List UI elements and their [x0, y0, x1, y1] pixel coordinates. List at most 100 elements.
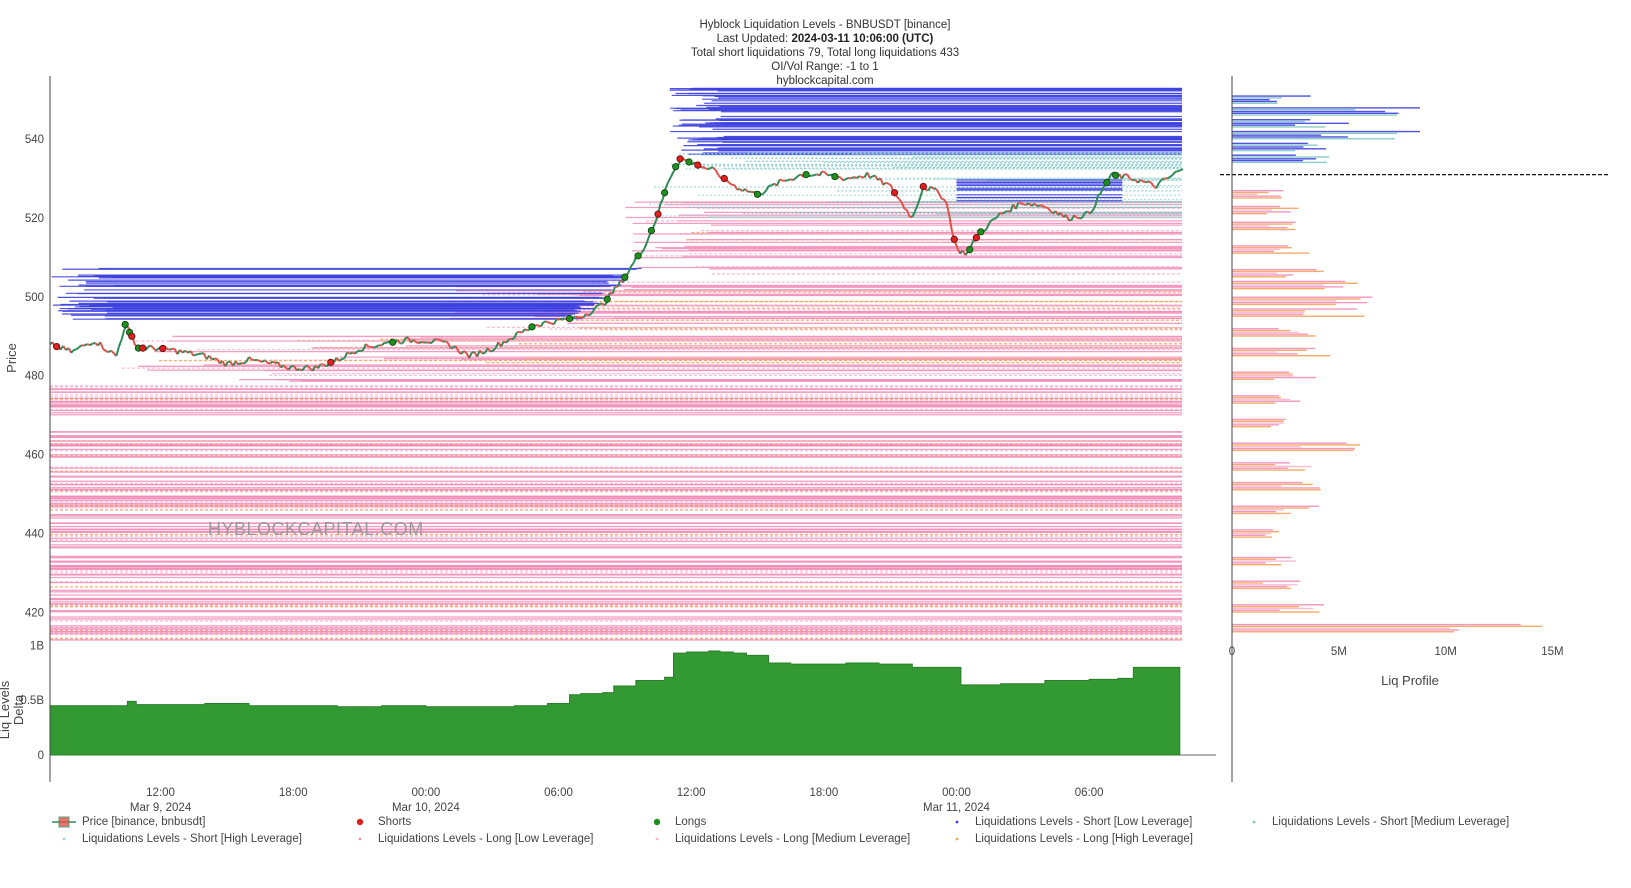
profile-x-tick-label: 10M	[1434, 646, 1456, 658]
liq-profile-bar	[1232, 126, 1326, 128]
last-updated-value: 2024-03-11 10:06:00 (UTC)	[791, 33, 934, 45]
liq-profile-bar	[1232, 286, 1344, 288]
profile-axis-title: Liq Profile	[1381, 673, 1439, 688]
liq-profile-bar	[1232, 159, 1303, 162]
liq-profile-bar	[1232, 226, 1288, 229]
legend-label: Liquidations Levels - Long [Medium Lever…	[675, 833, 911, 845]
liq-profile-bar	[1232, 149, 1295, 152]
legend-item[interactable]: Liquidations Levels - Long [Low Leverage…	[348, 833, 593, 845]
liq-profile-bar	[1232, 536, 1272, 538]
price-candle	[1171, 171, 1176, 176]
price-candle	[92, 341, 96, 345]
liq-profile-bar	[1232, 270, 1324, 273]
liq-profile-bar	[1232, 100, 1277, 103]
price-candle	[991, 218, 995, 221]
price-y-tick-label: 440	[25, 529, 44, 541]
long-trade-marker	[661, 189, 669, 197]
price-candle	[1094, 195, 1099, 206]
liq-profile-bar	[1232, 449, 1355, 452]
last-updated: Last Updated: 2024-03-11 10:06:00 (UTC)	[560, 32, 1090, 46]
legend-label: Liquidations Levels - Long [High Leverag…	[975, 833, 1194, 845]
price-candle	[373, 345, 377, 349]
price-candle	[601, 302, 606, 306]
legend-item[interactable]: Liquidations Levels - Long [High Leverag…	[945, 833, 1193, 845]
price-candle	[460, 350, 465, 355]
liq-profile-bar	[1232, 248, 1281, 251]
price-candle	[1158, 179, 1163, 184]
price-candle	[646, 234, 651, 243]
long-trade-marker	[966, 245, 974, 254]
liq-profile-bar	[1232, 425, 1271, 428]
price-candle	[898, 198, 903, 203]
liq-profile-bar	[1232, 627, 1451, 629]
liq-profile-bar	[1232, 300, 1337, 302]
liq-profile-bar	[1232, 296, 1373, 298]
legend-item[interactable]: Liquidations Levels - Short [High Levera…	[52, 833, 302, 845]
price-candle	[455, 346, 460, 353]
legend-item[interactable]: Liquidations Levels - Short [Low Leverag…	[945, 816, 1192, 828]
price-candle	[166, 347, 170, 351]
legend-swatch-icon	[348, 833, 372, 845]
price-candle	[346, 351, 351, 355]
price-candle	[1076, 216, 1080, 220]
liq-profile-bar	[1232, 301, 1368, 304]
delta-axis-title: Liq Levels	[0, 680, 12, 739]
price-candle	[869, 175, 873, 179]
liq-profile-bar	[1232, 146, 1304, 148]
liq-profile-bar	[1232, 584, 1298, 586]
legend-item[interactable]: Liquidations Levels - Short [Medium Leve…	[1242, 816, 1509, 828]
liq-profile-bar	[1232, 481, 1303, 484]
price-candle	[925, 188, 929, 192]
liq-profile-bar	[1232, 195, 1281, 197]
price-candle	[511, 337, 515, 341]
liq-profile-bar	[1232, 223, 1293, 225]
price-candle	[99, 341, 104, 350]
legend-swatch-icon	[645, 833, 669, 845]
price-candle	[285, 367, 290, 371]
price-candle	[354, 350, 359, 355]
price-candle	[813, 173, 818, 177]
price-candle	[728, 181, 733, 186]
price-candle	[503, 340, 507, 344]
long-trade-marker	[528, 323, 536, 331]
long-trade-marker	[647, 227, 655, 235]
legend-swatch-icon	[945, 833, 969, 845]
price-candle	[733, 184, 739, 191]
price-candle	[574, 315, 579, 319]
price-candle	[845, 177, 849, 180]
price-candle	[1161, 177, 1165, 181]
liq-profile-bar	[1232, 446, 1301, 448]
price-candle	[993, 216, 998, 220]
liq-profile-bar	[1232, 507, 1309, 509]
price-candle	[155, 347, 160, 352]
price-candle	[1046, 207, 1051, 212]
delta-y-tick-label: 0.5B	[20, 695, 44, 707]
liq-profile-bar	[1232, 378, 1274, 381]
price-candle	[192, 353, 197, 357]
price-candle	[405, 336, 409, 339]
price-candle	[941, 197, 945, 201]
price-candle	[457, 351, 462, 355]
profile-x-tick-label: 0	[1229, 646, 1235, 658]
legend-item[interactable]: Price [binance, bnbusdt]	[52, 816, 205, 828]
delta-axis-title: Delta	[11, 694, 26, 725]
legend-swatch-icon	[945, 816, 969, 828]
price-candle	[1084, 210, 1088, 214]
price-candle	[169, 347, 173, 351]
price-candle	[184, 349, 189, 354]
legend-item[interactable]: Liquidations Levels - Long [Medium Lever…	[645, 833, 910, 845]
price-candle	[89, 342, 93, 347]
legend-item[interactable]: Longs	[645, 816, 706, 828]
liq-profile-bar	[1232, 469, 1305, 471]
liq-profile-bar	[1232, 424, 1279, 426]
liq-profile-bar	[1232, 144, 1318, 146]
liq-profile-bar	[1232, 310, 1305, 312]
price-candle	[352, 351, 356, 355]
price-candle	[1020, 202, 1025, 206]
price-candle	[1132, 178, 1136, 182]
price-candle	[882, 182, 887, 186]
liq-profile-bar	[1232, 611, 1320, 613]
legend-item[interactable]: Shorts	[348, 816, 411, 828]
price-candle	[948, 216, 954, 233]
price-candle	[75, 346, 80, 351]
